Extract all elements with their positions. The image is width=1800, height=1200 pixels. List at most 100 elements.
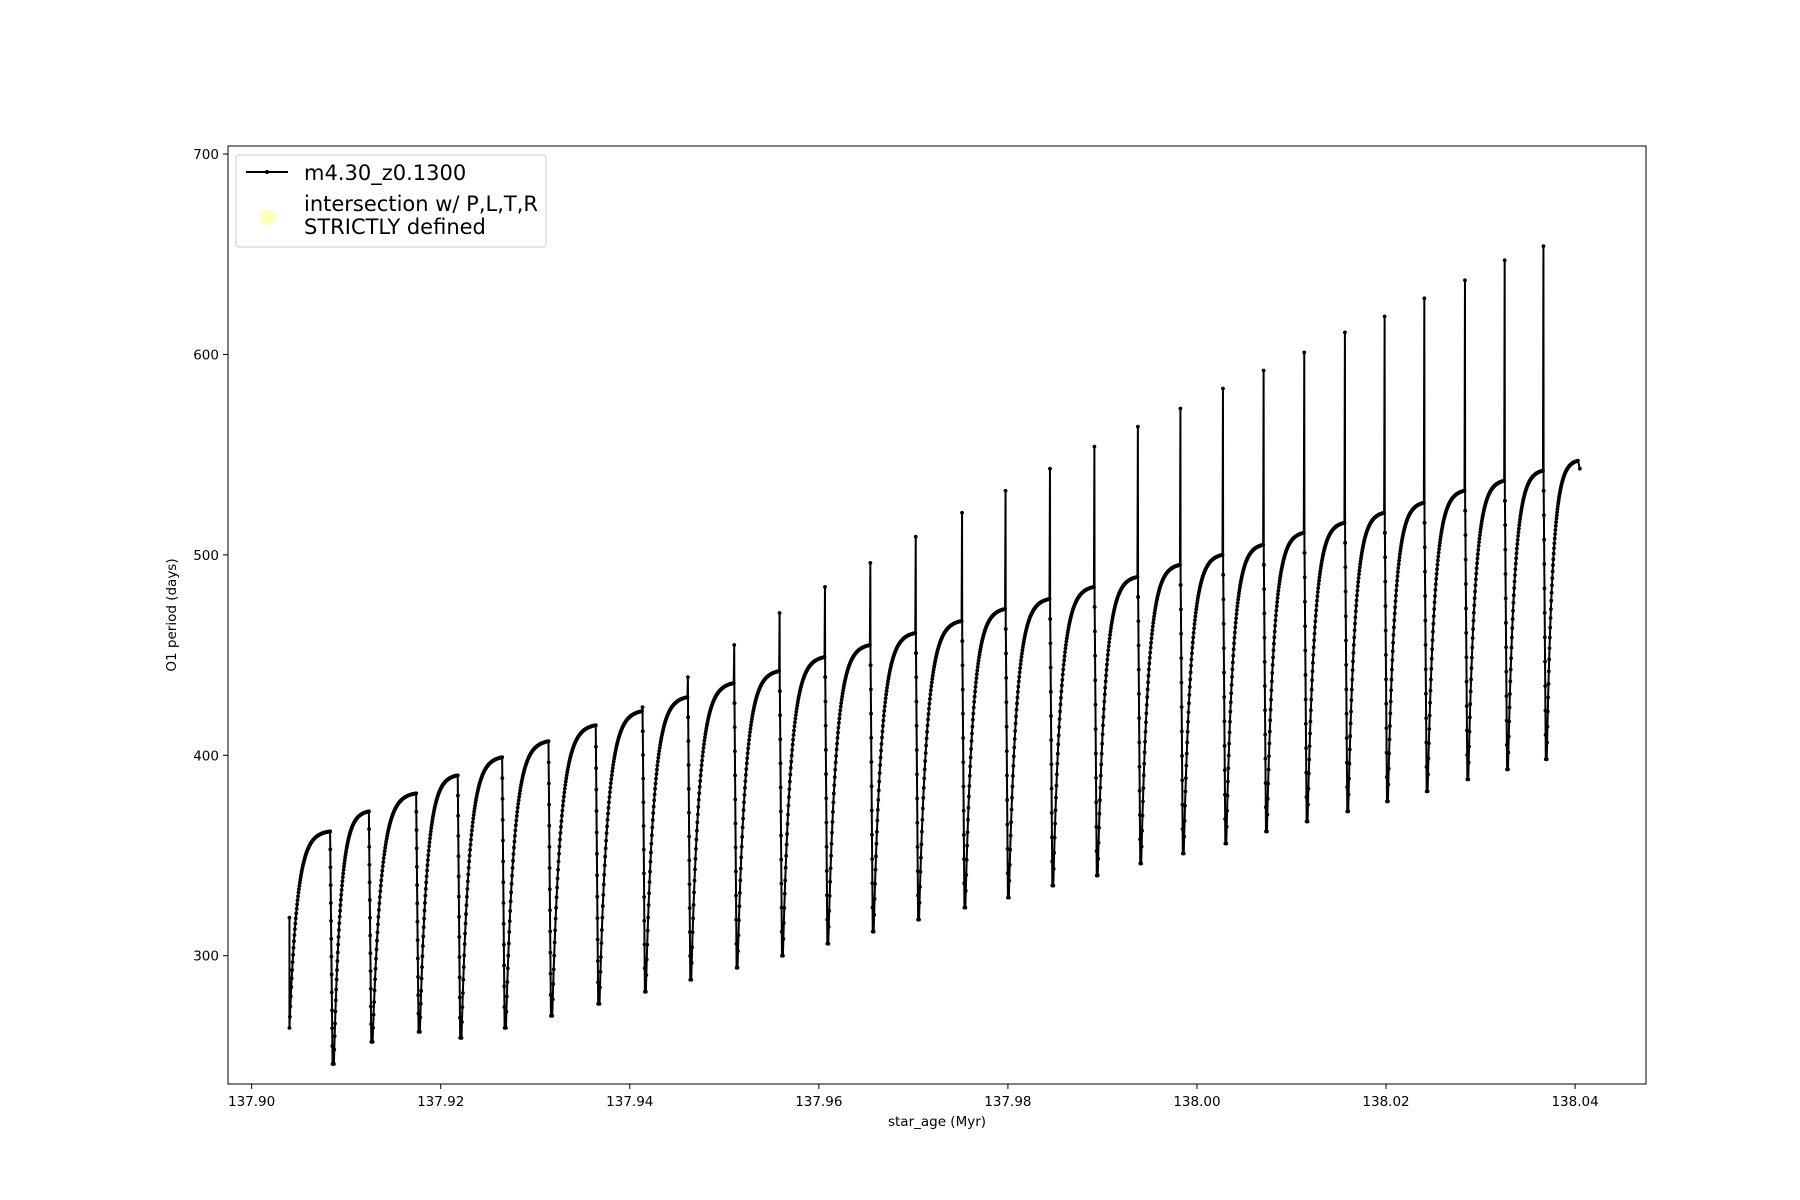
- data-point: [550, 1013, 555, 1018]
- data-point: [381, 856, 386, 861]
- data-point: [1344, 663, 1349, 667]
- data-point: [880, 729, 885, 734]
- data-point: [1007, 878, 1012, 883]
- data-point: [927, 701, 932, 706]
- data-point: [594, 744, 598, 749]
- data-point: [737, 904, 742, 909]
- data-point: [642, 918, 647, 923]
- data-point: [1178, 583, 1183, 587]
- data-point: [881, 718, 886, 723]
- data-point: [292, 927, 297, 932]
- data-point: [874, 854, 878, 859]
- data-point: [558, 831, 563, 835]
- data-point: [641, 800, 646, 805]
- data-point: [649, 850, 653, 855]
- data-point: [510, 873, 514, 878]
- data-point: [1151, 620, 1156, 625]
- data-point: [1550, 583, 1554, 588]
- data-point: [1103, 685, 1108, 690]
- data-point: [883, 700, 888, 705]
- data-point: [1312, 638, 1317, 643]
- data-point: [1009, 807, 1014, 812]
- data-point: [645, 942, 650, 947]
- data-point: [1143, 739, 1147, 744]
- data-point: [689, 961, 694, 965]
- data-point: [1308, 719, 1313, 724]
- data-point: [743, 773, 748, 777]
- data-point: [1233, 620, 1238, 625]
- data-point: [460, 1005, 465, 1010]
- data-point: [427, 840, 432, 845]
- data-point: [747, 737, 751, 742]
- data-point: [869, 784, 874, 789]
- data-point: [414, 828, 419, 832]
- data-point: [1510, 617, 1515, 622]
- data-point: [464, 903, 469, 908]
- data-point: [964, 857, 969, 862]
- data-point: [1544, 757, 1549, 762]
- data-point: [1504, 669, 1509, 674]
- data-point: [961, 711, 965, 716]
- data-point: [793, 713, 798, 717]
- data-point: [1394, 583, 1399, 588]
- data-point: [777, 611, 782, 615]
- data-point: [515, 809, 520, 814]
- data-point: [872, 912, 877, 917]
- data-point: [1513, 561, 1518, 566]
- data-point: [605, 817, 610, 822]
- data-point: [1467, 744, 1471, 749]
- data-point: [879, 741, 884, 746]
- data-point: [554, 895, 559, 900]
- data-point: [1343, 589, 1348, 594]
- data-point: [915, 796, 920, 801]
- data-point: [1017, 670, 1022, 675]
- data-point: [1355, 584, 1360, 589]
- data-point: [1108, 632, 1112, 637]
- data-point: [368, 951, 373, 956]
- y-tick-label: 500: [193, 548, 219, 564]
- data-point: [423, 886, 428, 891]
- data-point: [548, 929, 553, 934]
- data-point: [655, 763, 660, 768]
- data-point: [640, 705, 645, 710]
- data-point: [1506, 750, 1511, 755]
- data-point: [1222, 719, 1227, 724]
- data-point: [1355, 588, 1360, 593]
- data-point: [1277, 582, 1282, 587]
- data-point: [748, 726, 753, 731]
- data-point: [1268, 718, 1273, 723]
- data-point: [1476, 544, 1481, 548]
- data-point: [873, 867, 878, 872]
- data-point: [328, 829, 332, 834]
- data-point: [1049, 810, 1054, 815]
- data-point: [468, 847, 472, 852]
- data-point: [1517, 523, 1522, 528]
- data-point: [607, 800, 611, 805]
- data-point: [1093, 678, 1098, 683]
- data-point: [1430, 647, 1435, 652]
- data-point: [1235, 608, 1239, 612]
- data-point: [778, 761, 783, 766]
- data-point: [340, 883, 344, 888]
- data-point: [969, 747, 973, 751]
- data-point: [1190, 645, 1195, 650]
- data-point: [915, 820, 920, 825]
- data-point: [1435, 567, 1439, 572]
- data-point: [1468, 702, 1473, 706]
- data-point: [1304, 746, 1308, 751]
- legend-label-series: m4.30_z0.1300: [304, 161, 466, 186]
- data-point: [699, 763, 704, 768]
- data-point: [501, 901, 506, 905]
- data-point: [1386, 782, 1391, 787]
- data-point: [960, 510, 964, 515]
- data-point: [826, 941, 831, 946]
- data-point: [696, 804, 701, 809]
- data-point: [1059, 695, 1063, 700]
- data-point: [868, 687, 873, 692]
- data-point: [416, 1011, 421, 1016]
- data-point: [372, 988, 377, 993]
- data-point: [1435, 558, 1440, 563]
- data-point: [1226, 766, 1231, 771]
- data-point: [291, 952, 295, 957]
- data-point: [297, 883, 302, 888]
